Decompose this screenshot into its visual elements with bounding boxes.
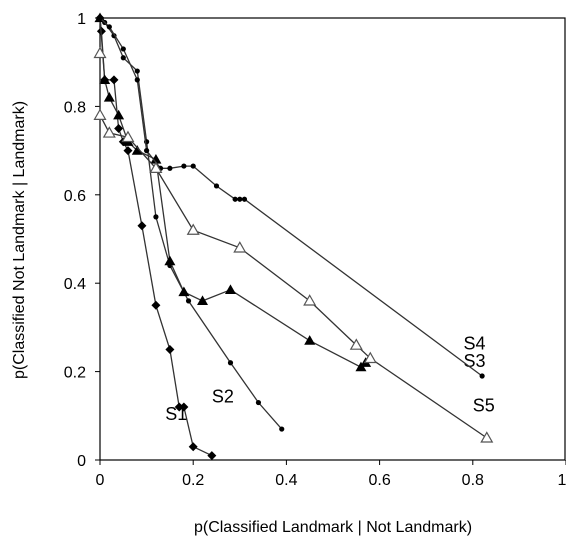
y-tick-label: 0.8 (64, 99, 86, 116)
data-point-diamond (137, 221, 147, 231)
y-tick-label: 1 (77, 11, 86, 28)
data-point-triangle (113, 109, 125, 120)
data-point-dot (479, 373, 485, 379)
data-point-triangle (99, 74, 111, 85)
x-tick-label: 0.4 (275, 472, 297, 489)
data-point-dot (227, 360, 234, 366)
y-tick-label: 0.4 (64, 276, 86, 293)
y-tick-label: 0.2 (64, 365, 86, 382)
data-point-dot (97, 15, 103, 21)
data-point-dot (167, 165, 173, 171)
data-point-diamond (114, 124, 124, 133)
data-point-dot (185, 298, 192, 304)
series-label-s5: S5 (473, 395, 495, 415)
data-point-dot (120, 55, 126, 61)
data-point-dot (106, 24, 112, 30)
data-point-triangle-open (363, 351, 377, 364)
data-point-dot (153, 214, 159, 220)
data-point-triangle (164, 255, 176, 266)
data-point-diamond (109, 75, 119, 85)
data-point-diamond (165, 345, 175, 354)
series-line-s2 (99, 17, 283, 430)
data-point-diamond (123, 146, 133, 156)
data-point-dot (144, 148, 150, 154)
data-point-triangle-open (186, 223, 200, 235)
series-line-s5 (99, 53, 488, 439)
data-point-triangle-open (102, 126, 116, 138)
data-point-triangle-open (349, 338, 363, 350)
series-s3: S3 (94, 12, 486, 372)
data-point-dot (241, 196, 248, 202)
data-point-diamond (179, 402, 189, 412)
data-point-triangle-open (121, 130, 135, 143)
data-point-triangle (131, 145, 143, 155)
data-point-dot (279, 426, 285, 432)
data-point-triangle (304, 335, 316, 345)
series-s4: S4 (97, 15, 486, 379)
data-point-triangle (103, 92, 115, 102)
series-line-s1 (99, 17, 213, 457)
data-point-triangle-open (93, 46, 107, 59)
series-line-s3 (99, 17, 367, 368)
data-point-triangle (224, 284, 236, 294)
series-s1: S1 (95, 13, 217, 461)
plot-frame (99, 17, 566, 461)
x-tick-label: 0 (96, 472, 105, 489)
data-point-triangle (197, 295, 209, 306)
y-tick-label: 0 (77, 453, 86, 470)
data-point-diamond (207, 451, 217, 461)
series-line-s4 (99, 17, 483, 377)
data-point-dot (232, 196, 238, 202)
data-point-triangle (178, 286, 190, 297)
x-tick-label: 0.6 (368, 472, 390, 489)
data-point-triangle-open (93, 108, 107, 120)
data-point-dot (213, 183, 220, 189)
data-point-triangle (150, 153, 162, 164)
data-point-dot (237, 196, 243, 202)
data-point-diamond (151, 300, 161, 310)
series-s2: S2 (97, 15, 285, 432)
series-label-s4: S4 (463, 334, 485, 354)
y-axis-label: p(Classified Not Landmark | Landmark) (11, 101, 28, 379)
data-point-triangle-open (303, 294, 317, 306)
series-label-s1: S1 (165, 404, 187, 424)
x-tick-label: 1 (558, 472, 566, 489)
data-point-triangle-open (149, 161, 163, 174)
series-label-s2: S2 (212, 387, 234, 407)
data-point-dot (134, 68, 140, 74)
data-point-dot (120, 46, 126, 52)
data-point-dot (190, 163, 196, 169)
data-point-triangle-open (233, 241, 247, 253)
series-label-s3: S3 (463, 351, 485, 371)
x-tick-label: 0.2 (182, 472, 204, 489)
data-point-diamond (174, 402, 184, 412)
y-tick-label: 0.6 (64, 188, 86, 205)
data-point-triangle-open (480, 431, 494, 443)
data-point-diamond (188, 442, 198, 452)
data-point-dot (181, 163, 187, 169)
series-s5: S5 (93, 46, 495, 443)
data-point-dot (255, 399, 262, 406)
x-axis-label: p(Classified Landmark | Not Landmark) (194, 519, 472, 536)
data-point-dot (134, 77, 140, 83)
x-tick-label: 0.8 (462, 472, 484, 489)
